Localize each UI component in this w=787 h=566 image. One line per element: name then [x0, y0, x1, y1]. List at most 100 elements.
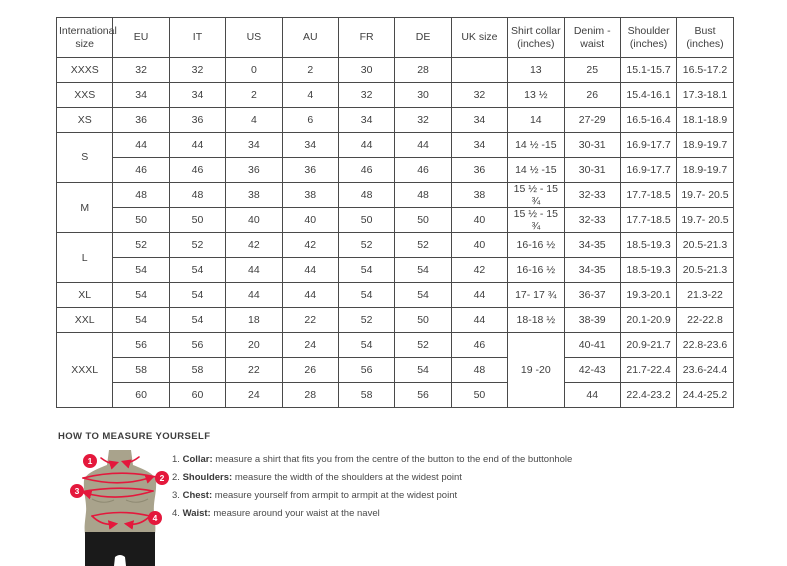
instruction-text: measure around your waist at the navel: [210, 508, 380, 519]
table-cell: 14 ½ -15: [507, 132, 565, 158]
table-cell: 15 ½ - 15 ¾: [507, 181, 565, 209]
table-cell: 34: [168, 82, 227, 108]
table-cell: 6: [281, 107, 339, 133]
size-chart: International size EU IT US AU FR DE UK size Shi…: [55, 17, 734, 409]
header-cell: AU: [281, 17, 339, 58]
table-cell: 16.9-17.7: [619, 132, 678, 158]
table-cell: 18-18 ½: [507, 307, 565, 334]
table-cell: 36: [281, 157, 339, 183]
table-cell: 46: [168, 157, 227, 183]
table-cell: 4: [225, 107, 283, 133]
table-cell: 34: [450, 107, 509, 133]
table-cell: 54: [112, 307, 170, 334]
header-cell: Shoulder (inches): [619, 17, 678, 58]
table-cell: 48: [394, 181, 452, 209]
table-cell: 46: [112, 157, 170, 183]
table-cell: 44: [225, 257, 283, 284]
waist-tape: [91, 511, 151, 517]
table-cell: 44: [168, 132, 227, 158]
measure-instruction-chest: 3. Chest: measure yourself from armpit t…: [172, 487, 572, 505]
measure-point-1: 1: [83, 454, 97, 468]
table-cell: 60: [112, 382, 170, 409]
table-cell: 18.9-19.7: [676, 132, 734, 158]
size-cell: XXXS: [55, 57, 114, 83]
table-cell: 21.3-22: [676, 282, 734, 309]
table-cell: 50: [394, 207, 452, 234]
table-cell: 24.4-25.2: [676, 382, 734, 409]
table-cell: 34: [281, 132, 339, 158]
table-cell: 60: [168, 382, 227, 409]
table-cell: 44: [337, 132, 396, 158]
table-cell: 30: [394, 82, 452, 108]
table-cell: 44: [281, 282, 339, 309]
table-cell: 50: [450, 382, 509, 409]
mannequin-illustration: [79, 450, 157, 566]
table-cell: 56: [394, 382, 452, 409]
table-cell: 46: [337, 157, 396, 183]
table-cell: 56: [168, 332, 227, 359]
header-cell: UK size: [450, 17, 509, 58]
table-cell: 54: [394, 257, 452, 284]
table-cell-collar-merged: 19 -20: [507, 332, 565, 409]
table-cell: 42: [450, 257, 509, 284]
table-cell: 30: [337, 57, 396, 83]
table-cell: 16.5-17.2: [676, 57, 734, 83]
table-cell: 15.4-16.1: [619, 82, 678, 108]
table-cell: 52: [337, 232, 396, 259]
table-cell: 46: [450, 332, 509, 359]
table-cell: 13: [507, 57, 565, 83]
table-cell: 48: [337, 181, 396, 209]
instruction-number: 4.: [172, 508, 180, 519]
table-cell: 32: [337, 82, 396, 108]
table-cell: 44: [112, 132, 170, 158]
header-cell: Bust (inches): [676, 17, 734, 58]
table-row: 46 46 36 36 46 46 36 14 ½ -15 30-31 16.9-17.7 18.9…: [57, 157, 734, 183]
table-cell: 54: [168, 307, 227, 334]
table-cell: 18.5-19.3: [619, 232, 678, 259]
table-cell: 24: [225, 382, 283, 409]
table-header-row: International size EU IT US AU FR DE UK size Shi…: [55, 17, 734, 58]
measure-point-3: 3: [70, 484, 84, 498]
table-cell: 4: [281, 82, 339, 108]
table-cell: 40-41: [563, 332, 621, 359]
table-cell: 28: [281, 382, 339, 409]
table-cell: 56: [337, 357, 396, 384]
instruction-text: measure yourself from armpit to armpit a…: [212, 490, 458, 501]
table-cell: 18: [225, 307, 283, 334]
table-cell: 28: [394, 57, 452, 83]
table-cell: 32: [394, 107, 452, 133]
table-cell: 44: [450, 282, 509, 309]
size-cell: XL: [55, 282, 114, 309]
table-row: XXS 34 34 2 4 32 30 32 13 ½ 26 15.4-16.1 17.3-18.1: [55, 82, 734, 108]
table-cell: 20.5-21.3: [676, 257, 734, 284]
table-cell: 18.9-19.7: [676, 157, 734, 183]
table-cell: 22.4-23.2: [619, 382, 678, 409]
table-cell: 42: [281, 232, 339, 259]
table-row: M 48 48 38 38 48 48 38 15 ½ - 15 ¾ 32-33 17.7-18.5…: [55, 181, 734, 234]
table-cell: 22: [225, 357, 283, 384]
header-cell: Shirt collar (inches): [507, 17, 565, 58]
table-cell: 18.1-18.9: [676, 107, 734, 133]
table-cell: 34: [112, 82, 170, 108]
table-cell: 36: [168, 107, 227, 133]
table-cell: 24: [281, 332, 339, 359]
table-cell: 32-33: [563, 207, 621, 234]
table-cell: 48: [112, 181, 170, 209]
table-cell: 58: [337, 382, 396, 409]
instruction-text: measure the width of the shoulders at th…: [232, 472, 462, 483]
table-cell: 54: [168, 282, 227, 309]
table-cell: 40: [225, 207, 283, 234]
table-cell: 17- 17 ¾: [507, 282, 565, 309]
table-cell: 54: [112, 282, 170, 309]
header-cell: FR: [337, 17, 396, 58]
table-cell: 32-33: [563, 181, 621, 209]
table-cell: 20.1-20.9: [619, 307, 678, 334]
table-cell: 38: [225, 181, 283, 209]
table-cell: 17.3-18.1: [676, 82, 734, 108]
header-cell: International size: [55, 17, 117, 58]
table-cell: 26: [563, 82, 621, 108]
table-cell: 16-16 ½: [507, 257, 565, 284]
table-row: 50 50 40 40 50 50 40 15 ½ - 15 ¾ 32-33 17.7-18.5 1…: [57, 207, 734, 234]
measure-instruction-waist: 4. Waist: measure around your waist at t…: [172, 505, 572, 523]
table-cell: 19.3-20.1: [619, 282, 678, 309]
